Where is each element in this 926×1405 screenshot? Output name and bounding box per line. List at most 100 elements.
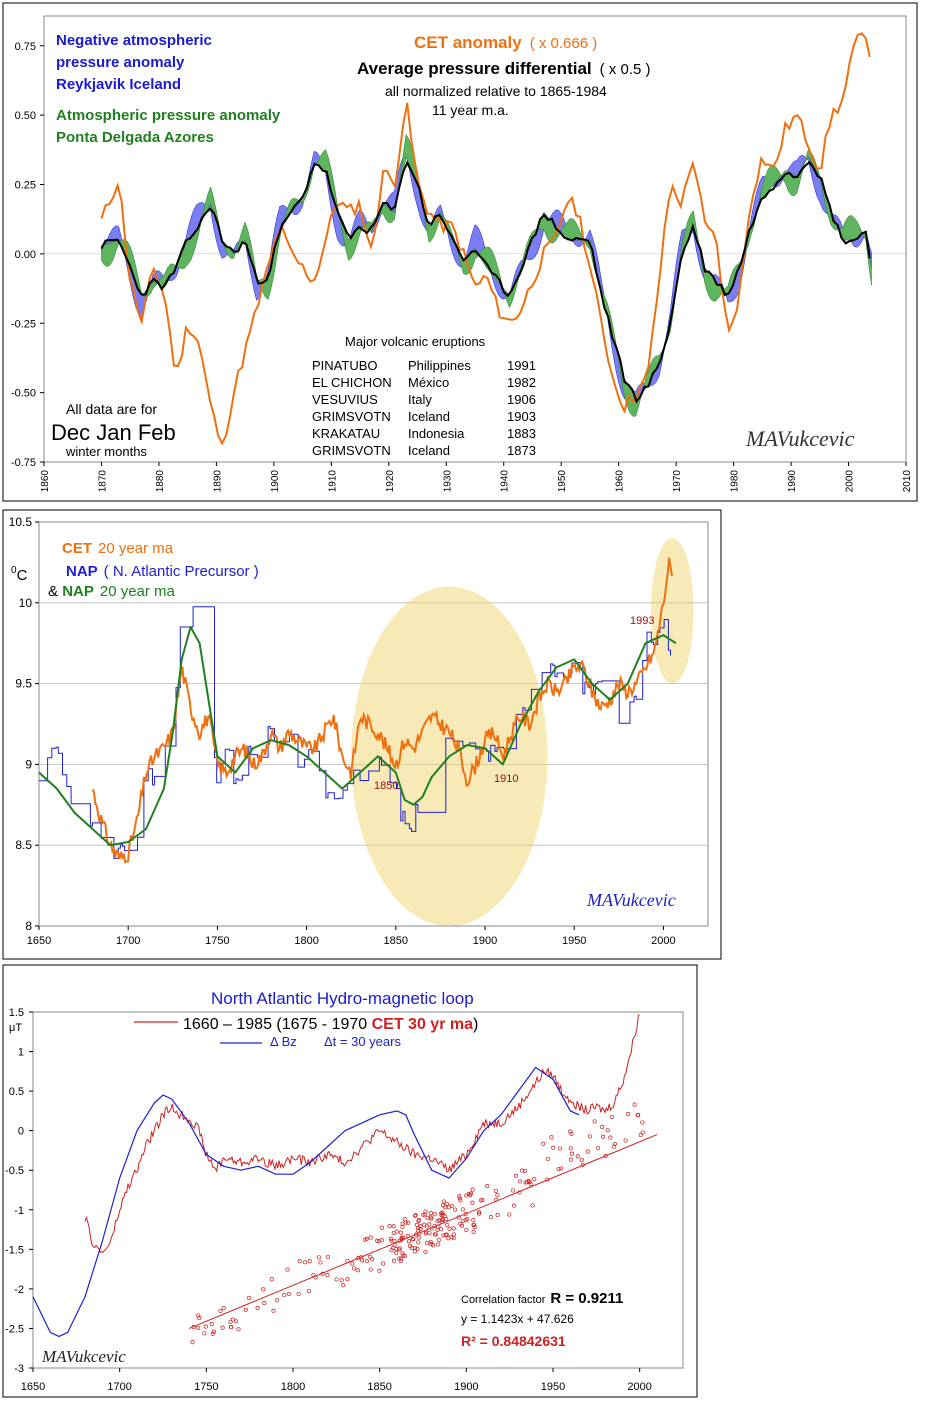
volcano-name: GRIMSVOTN (312, 443, 391, 458)
scatter-point (399, 1256, 404, 1261)
scatter-point (261, 1287, 266, 1292)
scatter-point (470, 1187, 475, 1192)
scatter-point (460, 1218, 465, 1223)
scatter-point (285, 1267, 290, 1272)
scatter-point (400, 1221, 405, 1226)
scatter-point (575, 1154, 580, 1159)
volcano-name: KRAKATAU (312, 426, 380, 441)
legend-reykjavik-line3: Reykjavik Iceland (56, 76, 181, 93)
scatter-point (568, 1129, 573, 1134)
scatter-point (416, 1217, 422, 1223)
scatter-point (603, 1153, 608, 1159)
scatter-point (406, 1239, 412, 1244)
scatter-point (415, 1246, 420, 1251)
scatter-point (407, 1244, 413, 1249)
scatter-point (579, 1157, 584, 1162)
scatter-point (438, 1227, 444, 1232)
volcano-year: 1982 (507, 375, 536, 390)
scatter-point (340, 1283, 346, 1288)
scatter-point (367, 1254, 373, 1259)
y-tick-label: 0.75 (15, 41, 36, 53)
chart-subtitle-ma: 11 year m.a. (432, 102, 509, 118)
scatter-point (471, 1229, 476, 1234)
scatter-point (297, 1259, 302, 1264)
chart-title-cet: CET anomaly( x 0.666 ) (414, 33, 597, 52)
scatter-point (557, 1146, 563, 1151)
scatter-point (413, 1213, 418, 1218)
scatter-point (397, 1246, 402, 1251)
scatter-point (414, 1222, 420, 1227)
scatter-point (431, 1243, 436, 1248)
x-tick-label: 1980 (730, 470, 741, 493)
x-tick-label: 1880 (155, 470, 166, 493)
note-all-data: All data are for (66, 401, 157, 417)
signature-2: MAVukcevic (586, 890, 676, 910)
scatter-point (255, 1306, 260, 1311)
x-tick-label: 1970 (672, 470, 683, 493)
scatter-point (379, 1238, 384, 1243)
x-tick-label: 1990 (787, 470, 798, 493)
volcano-year: 1991 (507, 358, 536, 373)
scatter-point (612, 1141, 617, 1147)
y-tick-label: -0.25 (11, 318, 36, 330)
scatter-point (375, 1238, 380, 1243)
x-tick-label: 1700 (107, 1381, 131, 1393)
scatter-point (512, 1203, 517, 1208)
scatter-point (424, 1224, 429, 1229)
annotation-1850: 1850 (374, 780, 398, 792)
scatter-point (587, 1134, 592, 1139)
volcano-name: PINATUBO (312, 358, 378, 373)
volcano-country: Philippines (408, 358, 471, 373)
scatter-point (568, 1157, 574, 1162)
y-tick-label: -3 (14, 1363, 24, 1375)
scatter-point (528, 1182, 533, 1187)
x-tick-label: 1890 (212, 470, 223, 493)
y-axis-unit-ut: μT (9, 1022, 22, 1034)
scatter-point (352, 1266, 357, 1271)
y-tick-label: 0.5 (9, 1086, 24, 1098)
scatter-point (210, 1331, 215, 1336)
scatter-point (451, 1235, 456, 1241)
scatter-point (387, 1224, 392, 1229)
scatter-point (518, 1179, 523, 1184)
scatter-point (197, 1316, 202, 1321)
scatter-point (541, 1141, 546, 1146)
scatter-point (368, 1235, 373, 1240)
panel-3-plot-area (32, 1011, 684, 1369)
highlight-ellipse (650, 538, 694, 684)
scatter-point (556, 1166, 561, 1172)
scatter-point (316, 1255, 321, 1260)
x-tick-label: 1950 (557, 470, 568, 493)
volcano-name: GRIMSVOTN (312, 409, 391, 424)
annotation-1910: 1910 (494, 773, 518, 785)
scatter-point (303, 1260, 308, 1265)
scatter-point (427, 1222, 432, 1227)
scatter-point (356, 1256, 361, 1261)
scatter-point (640, 1120, 645, 1125)
scatter-point (262, 1301, 267, 1306)
y-tick-label: 0.25 (15, 180, 36, 192)
scatter-point (196, 1313, 201, 1318)
scatter-point (458, 1221, 463, 1226)
x-tick-label: 1750 (194, 1381, 218, 1393)
scatter-point (429, 1216, 434, 1221)
x-tick-label: 1700 (116, 935, 140, 947)
y-tick-label: 10.5 (9, 515, 33, 529)
series-cet-20yr (91, 557, 673, 864)
y-tick-label: 1.5 (9, 1007, 24, 1019)
y-tick-label: 10 (19, 596, 33, 610)
volcano-table: PINATUBO Philippines 1991 EL CHICHON México 1… (312, 358, 536, 458)
scatter-point (464, 1193, 469, 1198)
scatter-point (417, 1231, 422, 1236)
signature-3: MAVukcevic (41, 1347, 126, 1366)
scatter-point (396, 1247, 401, 1252)
y-tick-label: -1.5 (5, 1244, 24, 1256)
scatter-point (569, 1131, 574, 1136)
scatter-point (392, 1242, 397, 1248)
scatter-point (428, 1211, 433, 1216)
scatter-point (444, 1232, 449, 1237)
scatter-point (339, 1278, 344, 1283)
x-tick-label: 2010 (902, 470, 913, 493)
volcano-year: 1883 (507, 426, 536, 441)
scatter-point (282, 1292, 287, 1298)
